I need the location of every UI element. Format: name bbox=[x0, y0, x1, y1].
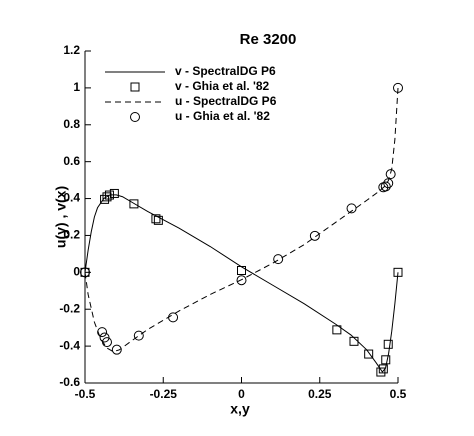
data-point bbox=[236, 275, 247, 286]
x-tick-label: -0.25 bbox=[150, 387, 178, 401]
data-point bbox=[273, 254, 284, 265]
series-line bbox=[84, 87, 399, 353]
data-point bbox=[332, 325, 342, 335]
y-tick-label: 0.4 bbox=[63, 191, 80, 205]
data-point bbox=[309, 230, 320, 241]
data-point bbox=[385, 169, 396, 180]
legend-label: v - SpectralDG P6 bbox=[175, 64, 276, 78]
x-tick-label: 0.25 bbox=[308, 387, 332, 401]
data-point bbox=[133, 330, 144, 341]
y-tick-label: -0.6 bbox=[59, 375, 80, 389]
data-point bbox=[364, 349, 374, 359]
x-tick-label: 0 bbox=[238, 387, 245, 401]
chart-title: Re 3200 bbox=[240, 31, 297, 48]
legend-marker bbox=[130, 82, 140, 92]
data-point bbox=[349, 336, 359, 346]
data-point bbox=[393, 82, 403, 93]
y-tick-label: 0.8 bbox=[63, 117, 80, 131]
data-point bbox=[129, 199, 139, 209]
data-point bbox=[376, 367, 386, 377]
legend-label: u - Ghia et al. '82 bbox=[175, 109, 270, 123]
y-tick-label: 0.2 bbox=[63, 228, 80, 242]
y-tick-label: 0 bbox=[73, 265, 80, 279]
x-axis-label: x,y bbox=[230, 401, 250, 417]
legend-marker bbox=[130, 112, 140, 122]
data-point bbox=[97, 327, 108, 338]
data-point bbox=[100, 194, 110, 204]
y-tick-label: -0.2 bbox=[59, 301, 80, 315]
data-point bbox=[80, 267, 90, 278]
x-tick-label: -0.5 bbox=[75, 387, 96, 401]
legend-label: v - Ghia et al. '82 bbox=[175, 79, 270, 93]
data-point bbox=[102, 192, 112, 202]
y-axis-label: u(y) , v(x) bbox=[53, 186, 69, 248]
y-tick-label: 0.6 bbox=[63, 154, 80, 168]
y-tick-label: -0.4 bbox=[59, 338, 80, 352]
legend-label: u - SpectralDG P6 bbox=[175, 94, 277, 108]
data-point bbox=[153, 215, 163, 225]
data-point bbox=[237, 265, 246, 275]
data-point bbox=[393, 267, 403, 277]
data-point bbox=[381, 355, 391, 365]
data-point bbox=[378, 364, 388, 374]
data-point bbox=[383, 339, 393, 349]
y-tick-label: 1 bbox=[73, 80, 80, 94]
data-point bbox=[111, 344, 122, 355]
data-point bbox=[102, 337, 113, 348]
data-point bbox=[168, 312, 179, 323]
data-point bbox=[99, 332, 110, 343]
data-point bbox=[109, 188, 119, 198]
y-tick-label: 1.2 bbox=[63, 43, 80, 57]
data-point bbox=[378, 182, 389, 193]
data-point bbox=[151, 214, 161, 224]
data-point bbox=[346, 203, 357, 214]
x-tick-label: 0.5 bbox=[390, 387, 407, 401]
